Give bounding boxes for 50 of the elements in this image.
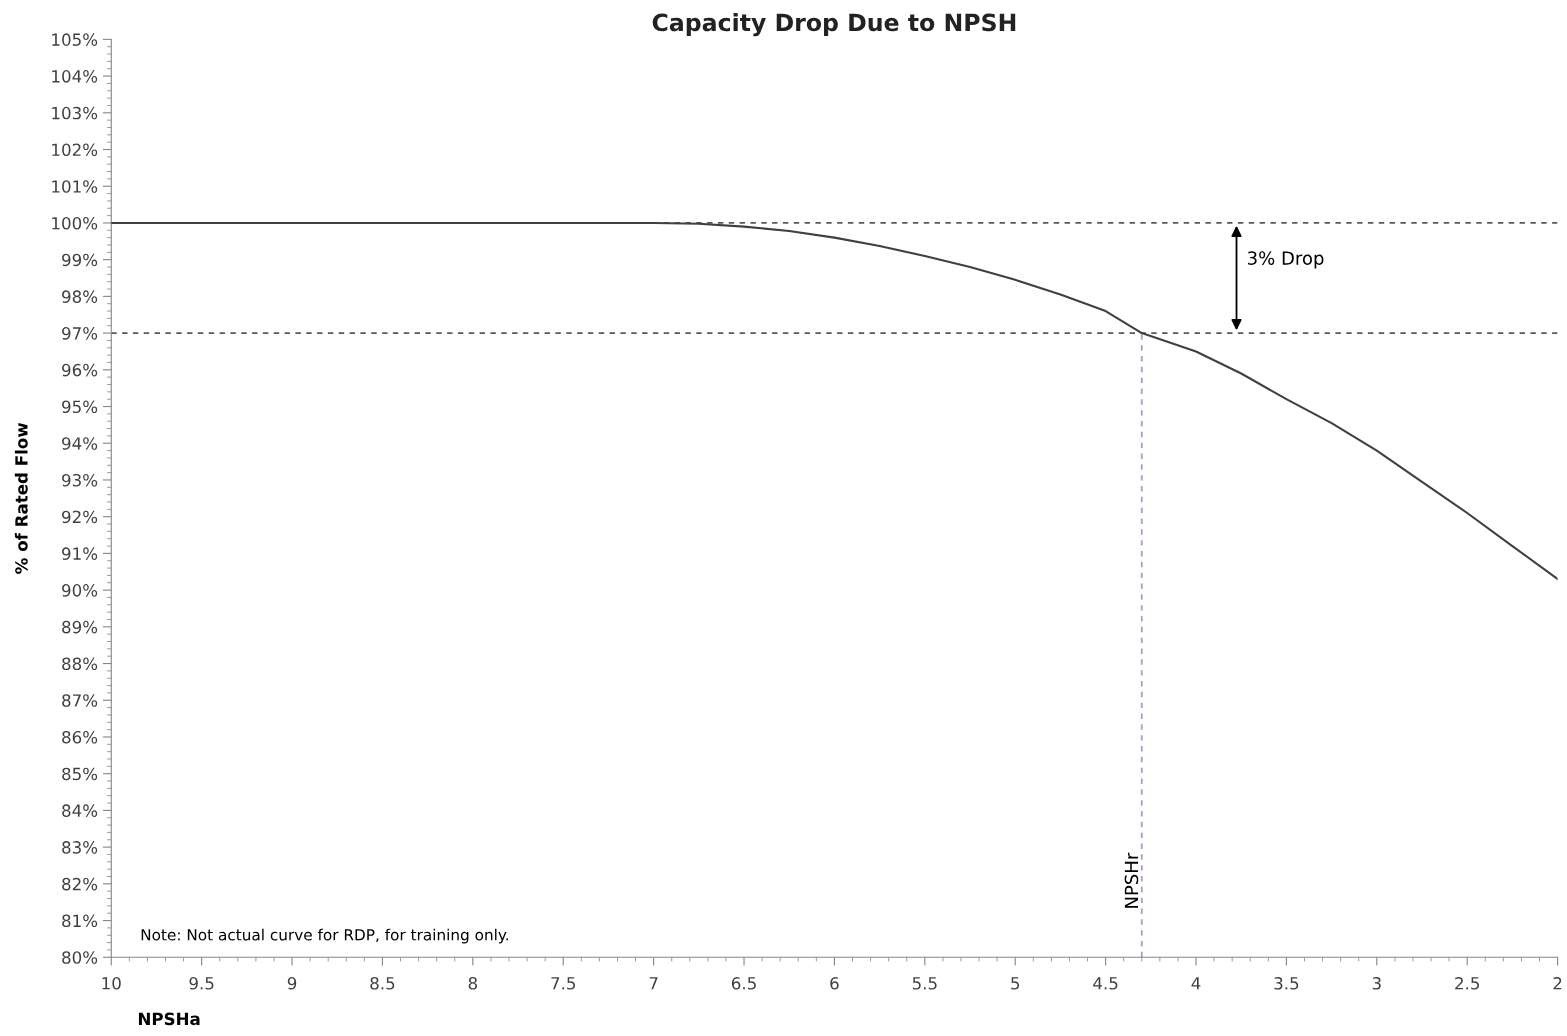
x-axis-title: NPSHa [138, 1012, 200, 1026]
y-tick-label: 105% [52, 33, 98, 46]
x-tick-label: 6 [830, 977, 839, 990]
y-tick-label: 88% [62, 657, 98, 671]
y-tick-label: 83% [62, 841, 98, 854]
x-tick-label: 5 [1011, 977, 1020, 990]
x-tick-label: 2 [1553, 977, 1562, 990]
y-tick-label: 84% [62, 804, 98, 817]
x-tick-label: 3 [1372, 977, 1381, 990]
y-tick-label: 87% [62, 694, 98, 707]
y-tick-label: 90% [62, 584, 98, 597]
y-tick-label: 94% [62, 437, 98, 450]
x-tick-label: 4 [1191, 977, 1201, 990]
x-tick-label: 9.5 [189, 977, 214, 990]
y-tick-label: 103% [52, 106, 98, 120]
x-tick-label: 2.5 [1455, 977, 1479, 990]
y-tick-label: 93% [62, 473, 98, 487]
x-tick-label: 5.5 [912, 977, 937, 990]
x-tick-label: 8.5 [370, 977, 395, 990]
y-tick-label: 86% [62, 730, 98, 744]
x-tick-label: 7.5 [551, 977, 576, 990]
y-tick-label: 80% [62, 951, 98, 964]
y-tick-label: 95% [62, 400, 98, 414]
ref-line-label: NPSHr [1124, 852, 1139, 908]
x-tick-label: 3.5 [1274, 977, 1299, 990]
x-tick-label: 8 [468, 977, 477, 990]
y-tick-label: 98% [62, 290, 98, 303]
x-tick-label: 4.5 [1093, 977, 1118, 990]
y-tick-label: 82% [62, 877, 98, 891]
y-tick-label: 81% [62, 914, 98, 928]
annotation: 3% Drop [1248, 251, 1324, 269]
x-tick-label: 10 [102, 977, 121, 990]
y-tick-label: 85% [62, 767, 98, 781]
y-tick-label: 102% [52, 143, 98, 157]
y-tick-label: 104% [52, 70, 98, 83]
x-tick-label: 6.5 [731, 977, 756, 990]
line-series [111, 221, 1558, 581]
y-tick-label: 92% [62, 510, 98, 524]
x-tick-label: 9 [287, 977, 297, 990]
chart-title: Capacity Drop Due to NPSH [652, 13, 1016, 37]
y-tick-label: 96% [62, 363, 98, 377]
y-tick-label: 97% [62, 327, 98, 340]
y-tick-label: 99% [62, 253, 98, 267]
y-axis-title: % of Rated Flow [14, 422, 28, 574]
y-tick-label: 91% [62, 547, 98, 560]
annotation: Note: Not actual curve for RDP, for training only. [141, 928, 508, 944]
y-tick-label: 101% [52, 180, 98, 193]
y-tick-label: 100% [52, 216, 98, 230]
y-tick-label: 89% [62, 620, 98, 634]
x-tick-label: 7 [649, 977, 658, 990]
